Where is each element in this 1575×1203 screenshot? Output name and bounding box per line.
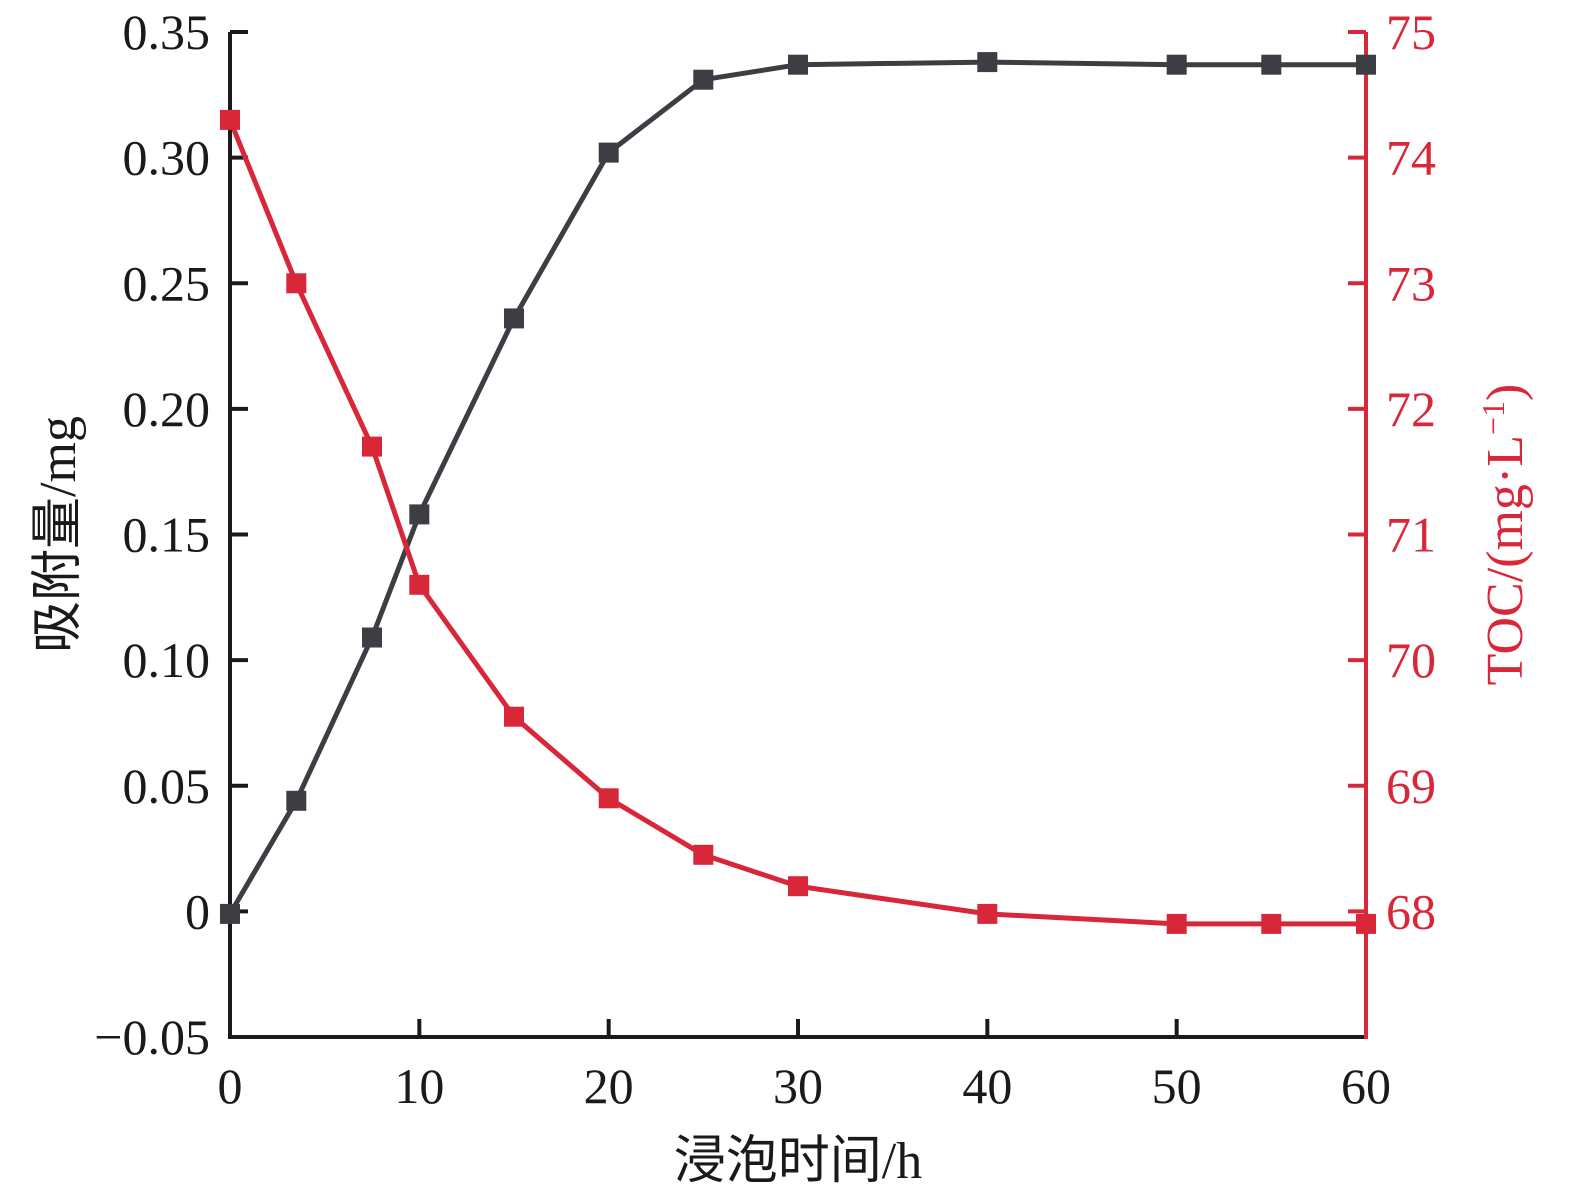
right-y-tick-label: 74 — [1386, 130, 1436, 186]
x-tick-label: 0 — [218, 1058, 243, 1114]
right-y-tick-label: 72 — [1386, 381, 1436, 437]
left-y-tick-label: 0.30 — [123, 130, 211, 186]
right-y-tick-label: 69 — [1386, 758, 1436, 814]
left-y-tick-label: 0.20 — [123, 381, 211, 437]
left-series-point — [220, 903, 240, 924]
right-series-point — [220, 109, 240, 130]
labels-group: 浸泡时间/h 吸附量/mg TOC/(mg·L−1) — [30, 384, 1534, 1190]
left-y-tick-label: −0.05 — [94, 1009, 210, 1065]
x-tick-label: 10 — [394, 1058, 444, 1114]
right-series-point — [977, 903, 998, 924]
x-tick-label: 20 — [584, 1058, 634, 1114]
x-tick-label: 50 — [1152, 1058, 1202, 1114]
right-series-point — [362, 436, 382, 457]
left-y-tick-label: 0.15 — [123, 507, 211, 563]
left-y-tick-label: 0.25 — [123, 255, 211, 311]
right-y-axis-title-close: ) — [1477, 384, 1534, 401]
right-series-point — [286, 273, 307, 294]
left-series-point — [1356, 54, 1376, 75]
left-series-point — [1166, 54, 1187, 75]
right-series-line — [227, 118, 1366, 927]
right-series-point — [598, 788, 619, 809]
left-series-point — [504, 308, 524, 329]
left-series-point — [362, 627, 382, 648]
right-series-point — [1166, 913, 1187, 934]
right-series-point — [693, 844, 714, 865]
left-series-point — [693, 69, 714, 90]
x-tick-label: 60 — [1341, 1058, 1391, 1114]
right-y-axis-title: TOC/(mg·L−1) — [1475, 384, 1534, 686]
right-y-tick-label: 75 — [1386, 4, 1436, 60]
left-y-axis-title: 吸附量/mg — [30, 416, 87, 653]
right-y-axis-title-main: TOC/(mg·L — [1477, 435, 1534, 685]
left-series-point — [1261, 54, 1282, 75]
right-series-point — [504, 706, 524, 727]
left-y-tick-label: 0.05 — [123, 758, 211, 814]
left-y-tick-label: 0.10 — [123, 632, 211, 688]
right-series-point — [1356, 913, 1376, 934]
right-series-point — [788, 876, 808, 897]
right-y-axis-title-superscript: −1 — [1475, 401, 1511, 435]
axes-group: 0 10 20 30 40 50 60−0.0500.050.100.150.200.250… — [94, 4, 1436, 1114]
left-series-point — [788, 54, 808, 75]
left-series-point — [977, 52, 998, 73]
x-tick-label: 40 — [962, 1058, 1012, 1114]
right-series-point — [409, 574, 430, 595]
left-y-tick-label: 0 — [185, 883, 210, 939]
series-group — [220, 52, 1376, 934]
right-y-tick-label: 68 — [1386, 883, 1436, 939]
right-y-tick-label: 73 — [1386, 255, 1436, 311]
left-series-point — [286, 790, 307, 811]
right-y-tick-label: 70 — [1386, 632, 1436, 688]
right-y-tick-label: 71 — [1386, 507, 1436, 563]
left-y-tick-label: 0.35 — [123, 4, 211, 60]
x-axis-title: 浸泡时间/h — [674, 1133, 922, 1190]
left-series-point — [598, 142, 619, 163]
left-series-line — [227, 59, 1366, 916]
left-series-point — [409, 504, 430, 525]
right-series-point — [1261, 913, 1282, 934]
x-tick-label: 30 — [773, 1058, 823, 1114]
